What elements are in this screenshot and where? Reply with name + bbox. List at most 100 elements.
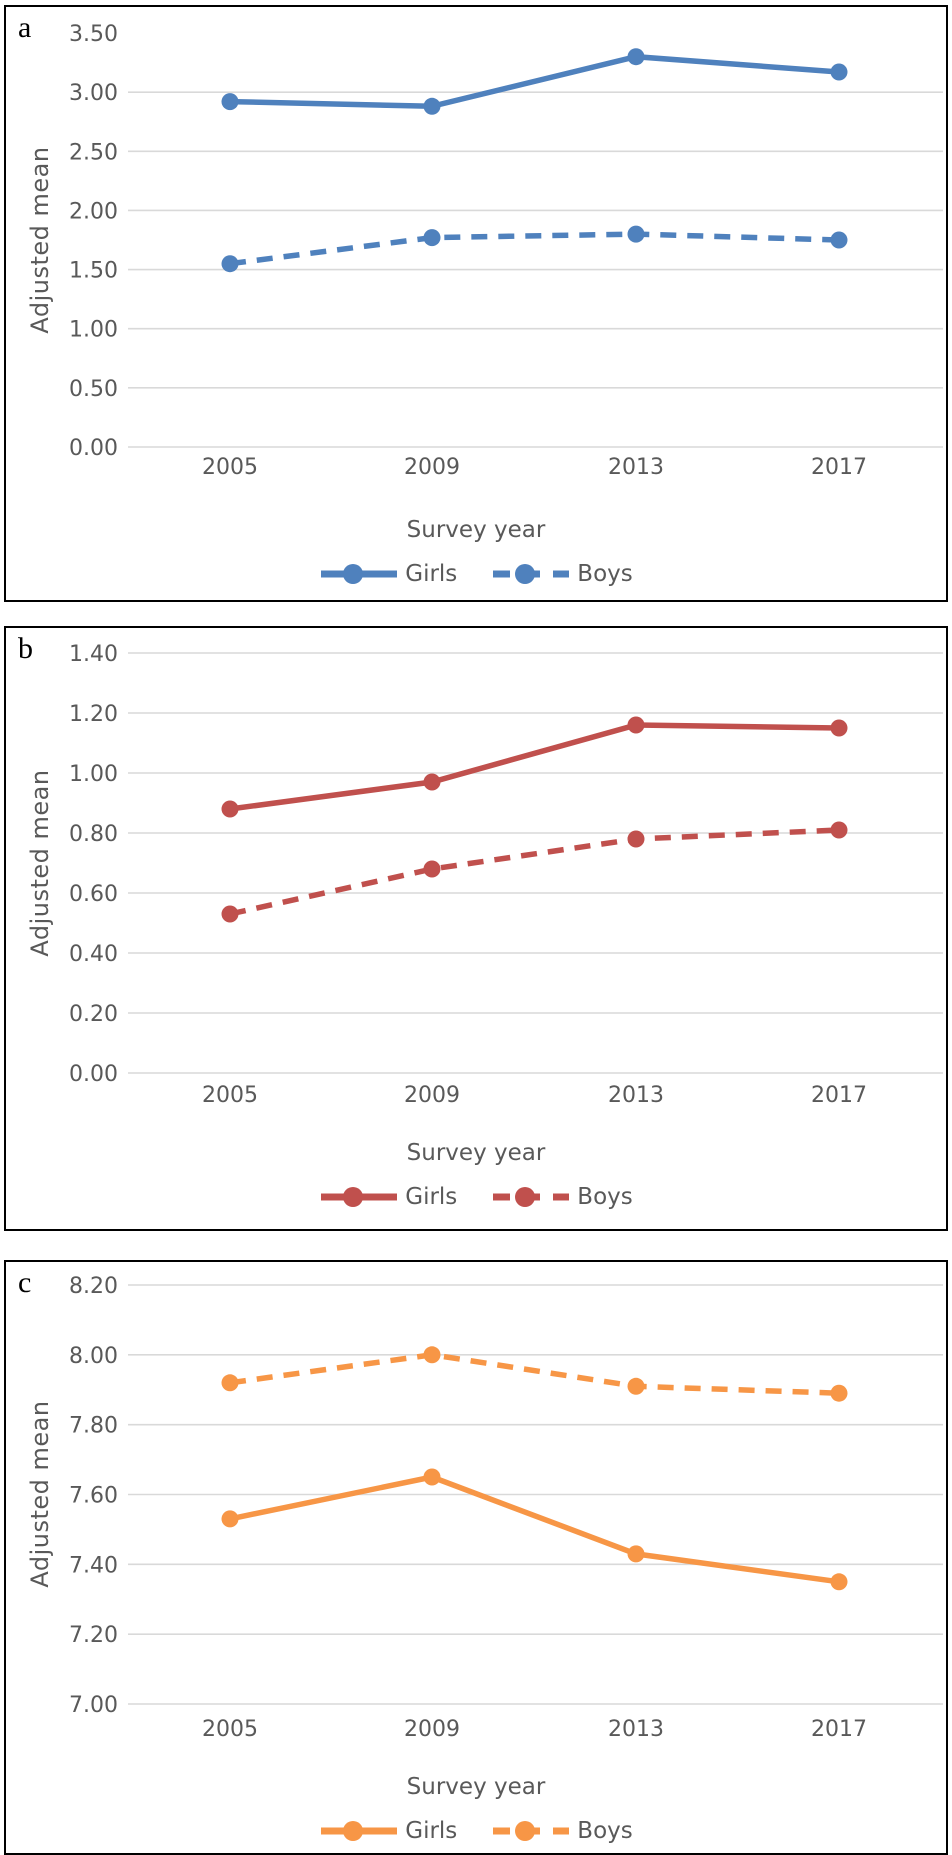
plot-area-c: 8.20 8.00 7.80 7.60 7.40 7.20 7.00 2005 2009 2013… bbox=[69, 1274, 943, 1742]
series-line-boys bbox=[229, 827, 840, 917]
y-tick-label: 8.00 bbox=[69, 1344, 118, 1369]
legend: Girls Boys bbox=[6, 557, 946, 591]
x-tick-label: 2009 bbox=[404, 1717, 460, 1742]
data-point-girls-2017 bbox=[830, 63, 848, 81]
plot-area-a: 3.50 3.00 2.50 2.00 1.50 1.00 0.50 0.00 2005 2009… bbox=[69, 22, 943, 480]
panel-letter-a: a bbox=[18, 11, 32, 44]
y-tick-label: 7.40 bbox=[69, 1553, 118, 1578]
x-tick-label: 2005 bbox=[202, 1717, 258, 1742]
legend-line-sample-dashed bbox=[493, 1187, 570, 1207]
y-tick-label: 7.20 bbox=[69, 1623, 118, 1648]
x-axis-title: Survey year bbox=[406, 1774, 546, 1800]
data-point-girls-2013 bbox=[627, 716, 645, 734]
data-point-boys-2013 bbox=[627, 225, 645, 243]
y-tick-label: 2.00 bbox=[69, 199, 118, 224]
legend-marker bbox=[515, 1187, 536, 1207]
data-point-girls-2009 bbox=[423, 773, 441, 791]
legend-item-girls: Girls bbox=[319, 1818, 457, 1844]
data-point-girls-2005 bbox=[221, 93, 239, 111]
y-tick-label: 7.00 bbox=[69, 1693, 118, 1718]
y-tick-label: 8.20 bbox=[69, 1274, 118, 1299]
y-tick-label: 7.80 bbox=[69, 1414, 118, 1439]
panel-letter-c: c bbox=[18, 1266, 32, 1299]
data-point-boys-2005 bbox=[221, 255, 239, 273]
x-tick-label: 2017 bbox=[811, 455, 867, 480]
data-point-girls-2009 bbox=[423, 97, 441, 115]
data-point-girls-2005 bbox=[221, 1510, 239, 1528]
legend-label: Girls bbox=[405, 561, 458, 587]
data-point-boys-2013 bbox=[627, 830, 645, 848]
legend-line-sample-solid bbox=[321, 1187, 398, 1207]
x-axis-title: Survey year bbox=[406, 1140, 546, 1166]
x-tick-label: 2017 bbox=[811, 1717, 867, 1742]
legend-item-boys: Boys bbox=[491, 1818, 633, 1844]
x-tick-label: 2013 bbox=[608, 1717, 664, 1742]
series-line-boys bbox=[229, 1352, 840, 1396]
data-point-boys-2017 bbox=[830, 231, 848, 249]
x-axis-title: Survey year bbox=[406, 517, 546, 543]
y-tick-label: 1.20 bbox=[69, 702, 118, 727]
plot-area-b: 1.40 1.20 1.00 0.80 0.60 0.40 0.20 0.00 2005 2009… bbox=[69, 642, 943, 1108]
data-point-girls-2005 bbox=[221, 800, 239, 818]
chart-panel-c: c Adjusted mean 8.20 8.00 7.80 7.60 7.40 7.20… bbox=[4, 1260, 948, 1855]
legend-label: Girls bbox=[405, 1184, 458, 1210]
x-tick-label: 2013 bbox=[608, 455, 664, 480]
legend-marker bbox=[343, 564, 364, 584]
series-line-boys bbox=[229, 231, 840, 267]
y-tick-label: 3.00 bbox=[69, 81, 118, 106]
data-point-boys-2009 bbox=[423, 1346, 441, 1364]
y-tick-label: 1.50 bbox=[69, 259, 118, 284]
legend-marker bbox=[343, 1821, 364, 1841]
series-line-girls bbox=[229, 53, 840, 110]
legend-label: Boys bbox=[577, 1818, 633, 1844]
y-tick-label: 0.80 bbox=[69, 822, 118, 847]
data-point-boys-2013 bbox=[627, 1377, 645, 1395]
data-point-boys-2017 bbox=[830, 1384, 848, 1402]
y-tick-label: 3.50 bbox=[69, 22, 118, 47]
legend-label: Boys bbox=[577, 561, 633, 587]
legend-item-boys: Boys bbox=[491, 1184, 633, 1210]
panel-letter-b: b bbox=[18, 632, 33, 665]
legend-item-girls: Girls bbox=[319, 1184, 457, 1210]
legend-item-girls: Girls bbox=[319, 561, 457, 587]
legend-marker bbox=[343, 1187, 364, 1207]
data-point-girls-2017 bbox=[830, 1573, 848, 1591]
y-tick-label: 0.00 bbox=[69, 1062, 118, 1087]
y-tick-label: 7.60 bbox=[69, 1484, 118, 1509]
legend-line-sample-solid bbox=[321, 1821, 398, 1841]
y-tick-label: 0.20 bbox=[69, 1002, 118, 1027]
y-tick-label: 0.40 bbox=[69, 942, 118, 967]
legend-line-sample-dashed bbox=[493, 564, 570, 584]
legend-line-sample-dashed bbox=[493, 1821, 570, 1841]
chart-panel-b: b Adjusted mean 1.40 1.20 1.00 0.80 0.60 0.40… bbox=[4, 626, 948, 1231]
data-point-boys-2005 bbox=[221, 1374, 239, 1392]
y-tick-label: 0.60 bbox=[69, 882, 118, 907]
legend: Girls Boys bbox=[6, 1180, 946, 1214]
series-line-girls bbox=[229, 722, 840, 812]
y-tick-label: 0.00 bbox=[69, 436, 118, 461]
data-point-girls-2017 bbox=[830, 719, 848, 737]
series-line-girls bbox=[229, 1474, 840, 1585]
data-point-girls-2013 bbox=[627, 1545, 645, 1563]
y-tick-label: 2.50 bbox=[69, 140, 118, 165]
x-tick-label: 2005 bbox=[202, 1083, 258, 1108]
data-point-girls-2009 bbox=[423, 1468, 441, 1486]
legend-label: Girls bbox=[405, 1818, 458, 1844]
x-tick-label: 2013 bbox=[608, 1083, 664, 1108]
legend: Girls Boys bbox=[6, 1814, 946, 1848]
x-tick-label: 2009 bbox=[404, 1083, 460, 1108]
legend-line-sample-solid bbox=[321, 564, 398, 584]
x-tick-label: 2017 bbox=[811, 1083, 867, 1108]
legend-item-boys: Boys bbox=[491, 561, 633, 587]
data-point-boys-2009 bbox=[423, 860, 441, 878]
x-tick-label: 2009 bbox=[404, 455, 460, 480]
chart-panel-a: a Adjusted mean 3.50 3.00 2.50 2.00 1.50 1.00… bbox=[4, 5, 948, 602]
data-point-boys-2005 bbox=[221, 905, 239, 923]
data-point-girls-2013 bbox=[627, 48, 645, 66]
y-tick-label: 1.40 bbox=[69, 642, 118, 667]
legend-label: Boys bbox=[577, 1184, 633, 1210]
legend-marker bbox=[515, 564, 536, 584]
data-point-boys-2009 bbox=[423, 229, 441, 247]
y-tick-label: 0.50 bbox=[69, 377, 118, 402]
data-point-boys-2017 bbox=[830, 821, 848, 839]
